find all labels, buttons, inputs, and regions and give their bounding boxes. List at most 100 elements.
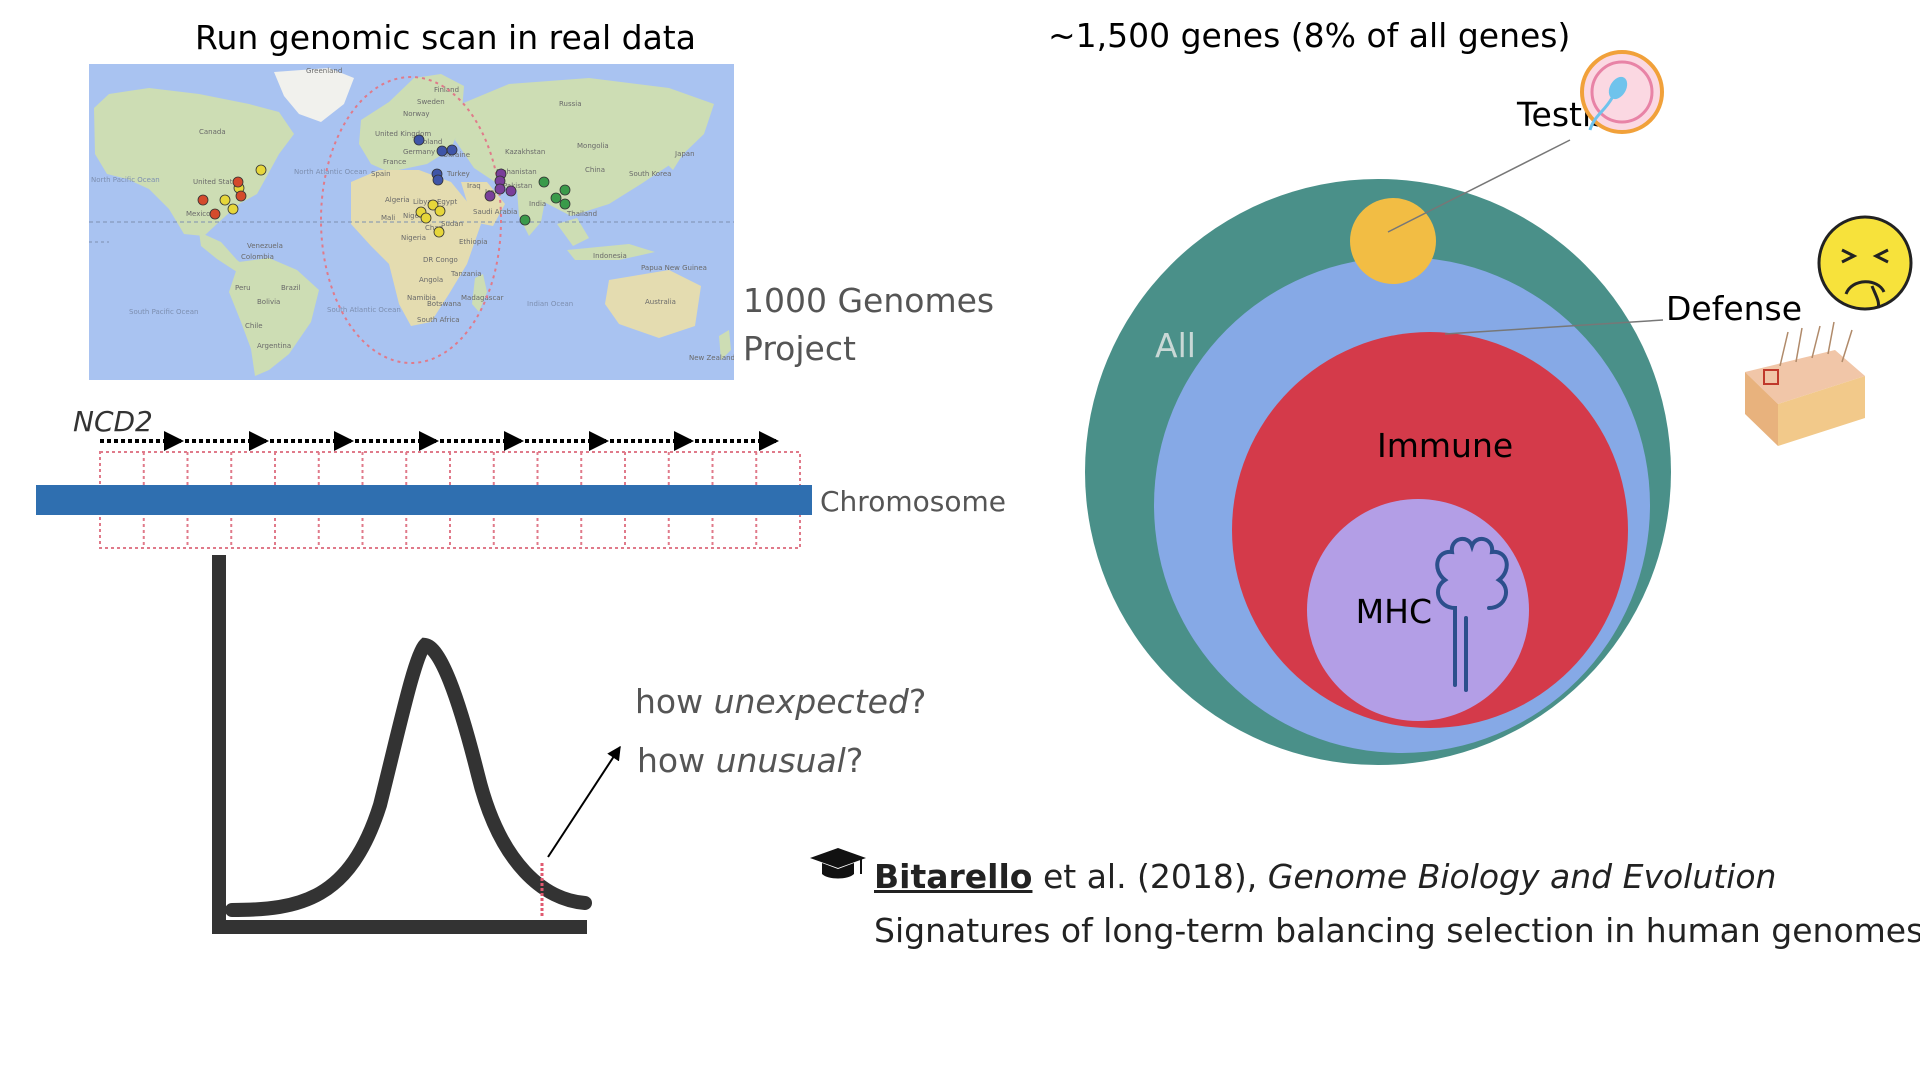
map-label-spain: Spain bbox=[371, 170, 391, 178]
distribution-curve bbox=[225, 637, 592, 917]
testis-leader-line bbox=[1387, 139, 1571, 233]
question-unexpected-suffix: ? bbox=[908, 682, 927, 721]
immune-label: Immune bbox=[1377, 426, 1513, 465]
question-unusual-italic: unusual bbox=[715, 741, 846, 780]
map-label-turkey: Turkey bbox=[446, 170, 470, 178]
map-label-venezuela: Venezuela bbox=[247, 242, 283, 250]
question-unexpected-prefix: how bbox=[635, 682, 714, 721]
sample-point bbox=[446, 144, 458, 156]
map-label-south-africa: South Africa bbox=[417, 316, 460, 324]
map-label-canada: Canada bbox=[199, 128, 226, 136]
map-label-tanzania: Tanzania bbox=[450, 270, 481, 278]
sick-face-icon bbox=[1817, 215, 1913, 311]
genes-summary-title: ~1,500 genes (8% of all genes) bbox=[1048, 16, 1571, 55]
africa-europe-highlight-ellipse bbox=[320, 76, 502, 364]
map-label-libya: Libya bbox=[413, 198, 432, 206]
sample-point bbox=[484, 190, 496, 202]
map-label-france: France bbox=[383, 158, 406, 166]
map-label-japan: Japan bbox=[674, 150, 695, 158]
sample-point bbox=[519, 214, 531, 226]
gene-label-ncd2: NCD2 bbox=[73, 405, 153, 438]
world-map: Greenland Canada United States Mexico Ve… bbox=[89, 64, 734, 380]
question-unexpected: how unexpected? bbox=[635, 682, 926, 721]
map-label-australia: Australia bbox=[645, 298, 676, 306]
map-label-chad: Chad bbox=[425, 224, 443, 232]
map-label-brazil: Brazil bbox=[281, 284, 301, 292]
mhc-molecule-icon bbox=[1435, 536, 1509, 692]
sample-point bbox=[559, 198, 571, 210]
citation-line1: Bitarello et al. (2018), Genome Biology … bbox=[874, 850, 1920, 904]
map-label-norway: Norway bbox=[403, 110, 430, 118]
map-label-united-kingdom: United Kingdom bbox=[375, 130, 431, 138]
chromosome-label: Chromosome bbox=[820, 485, 1006, 518]
map-label-thailand: Thailand bbox=[566, 210, 597, 218]
scan-title: Run genomic scan in real data bbox=[195, 18, 696, 57]
map-label-indonesia: Indonesia bbox=[593, 252, 627, 260]
sample-point bbox=[550, 192, 562, 204]
map-label-peru: Peru bbox=[235, 284, 251, 292]
map-label-argentina: Argentina bbox=[257, 342, 291, 350]
map-label-namibia: Namibia bbox=[407, 294, 436, 302]
sample-point bbox=[197, 194, 209, 206]
citation-paper-title: Signatures of long-term balancing select… bbox=[874, 911, 1920, 950]
map-label-north-pacific: North Pacific Ocean bbox=[91, 176, 160, 184]
chromosome-scan: NCD2 Chromosome bbox=[36, 405, 1006, 549]
map-label-dr-congo: DR Congo bbox=[423, 256, 458, 264]
citation-journal: Genome Biology and Evolution bbox=[1267, 857, 1777, 896]
map-label-ethiopia: Ethiopia bbox=[459, 238, 488, 246]
map-label-mali: Mali bbox=[381, 214, 395, 222]
map-label-finland: Finland bbox=[434, 86, 459, 94]
map-caption: 1000 Genomes Project bbox=[743, 277, 994, 373]
map-caption-line2: Project bbox=[743, 329, 856, 368]
defense-leader-line bbox=[1444, 319, 1664, 335]
sample-points bbox=[197, 134, 571, 238]
all-label: All bbox=[1155, 326, 1196, 365]
map-label-pakistan: Pakistan bbox=[503, 182, 532, 190]
map-label-niger: Niger bbox=[403, 212, 422, 220]
map-label-mexico: Mexico bbox=[186, 210, 210, 218]
sample-point bbox=[235, 190, 247, 202]
map-label-germany: Germany bbox=[403, 148, 435, 156]
map-label-united-states: United States bbox=[193, 178, 241, 186]
map-label-colombia: Colombia bbox=[241, 253, 274, 261]
map-label-indian-ocean: Indian Ocean bbox=[527, 300, 573, 308]
sample-point bbox=[434, 205, 446, 217]
map-label-south-atlantic: South Atlantic Ocean bbox=[327, 306, 401, 314]
sample-point bbox=[209, 208, 221, 220]
question-unusual-suffix: ? bbox=[845, 741, 864, 780]
sample-point bbox=[427, 199, 439, 211]
map-label-sudan: Sudan bbox=[441, 220, 463, 228]
mhc-label: MHC bbox=[1356, 592, 1432, 631]
chromosome-bar bbox=[36, 485, 812, 515]
defense-label: Defense bbox=[1666, 289, 1802, 328]
sample-point bbox=[433, 226, 445, 238]
sample-point bbox=[436, 145, 448, 157]
distribution-plot bbox=[212, 555, 621, 934]
sample-point bbox=[494, 183, 506, 195]
map-label-china: China bbox=[585, 166, 605, 174]
sample-point bbox=[227, 203, 239, 215]
map-label-madagascar: Madagascar bbox=[461, 294, 504, 302]
sample-point bbox=[505, 185, 517, 197]
citation: Bitarello et al. (2018), Genome Biology … bbox=[874, 850, 1920, 958]
sample-point bbox=[559, 184, 571, 196]
map-label-bolivia: Bolivia bbox=[257, 298, 280, 306]
sample-point bbox=[538, 176, 550, 188]
map-label-botswana: Botswana bbox=[427, 300, 461, 308]
map-label-greenland: Greenland bbox=[306, 67, 342, 75]
sperm-cell-icon bbox=[1580, 50, 1664, 134]
sample-point bbox=[232, 176, 244, 188]
citation-author-link[interactable]: Bitarello bbox=[874, 857, 1033, 896]
graduation-cap-icon bbox=[808, 846, 868, 890]
map-label-india: India bbox=[529, 200, 546, 208]
sample-point bbox=[255, 164, 267, 176]
map-label-russia: Russia bbox=[559, 100, 582, 108]
map-label-egypt: Egypt bbox=[437, 198, 457, 206]
map-label-south-korea: South Korea bbox=[629, 170, 671, 178]
map-label-algeria: Algeria bbox=[385, 196, 410, 204]
map-label-south-pacific: South Pacific Ocean bbox=[129, 308, 198, 316]
sample-point bbox=[219, 194, 231, 206]
skin-cross-section-icon bbox=[1745, 321, 1865, 446]
map-label-saudi-arabia: Saudi Arabia bbox=[473, 208, 517, 216]
testis-genes-circle bbox=[1350, 198, 1436, 284]
